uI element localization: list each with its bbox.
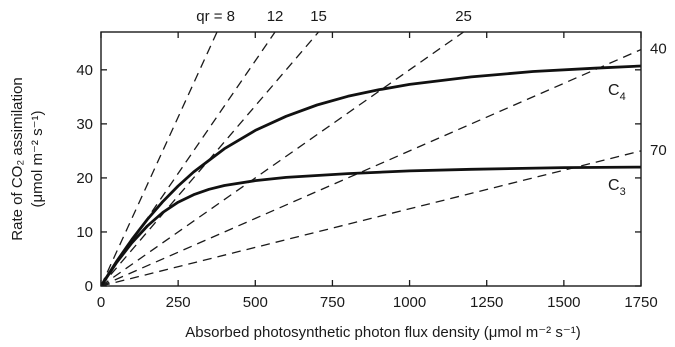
x-tick-label: 1000: [393, 294, 426, 311]
labels: qr = 8 12 15 25 40 70 C4 C3 Absorbed photosynthe…: [9, 8, 667, 341]
x-tick-label: 750: [320, 294, 345, 311]
qr-label-40: 40: [650, 41, 667, 58]
x-tick-label: 0: [97, 294, 105, 311]
x-tick-label: 1250: [470, 294, 503, 311]
plot-frame: [100, 31, 642, 287]
x-tick-label: 500: [243, 294, 268, 311]
qr-line-8: [101, 32, 218, 286]
y-tick-label: 0: [85, 278, 93, 295]
qr-label-70: 70: [650, 142, 667, 159]
plot-lines: [101, 32, 641, 286]
x-axis-title: Absorbed photosynthetic photon flux dens…: [185, 324, 581, 341]
y-tick-label: 10: [76, 224, 93, 241]
y-axis-title: Rate of CO₂ assimilation: [9, 77, 26, 240]
curve-c4: [101, 64, 641, 286]
qr-label-12: 12: [267, 8, 284, 25]
y-axis-units: (μmol m⁻² s⁻¹): [29, 111, 46, 208]
x-tick-label: 1500: [547, 294, 580, 311]
y-tick-label: 20: [76, 170, 93, 187]
x-tick-label: 1750: [624, 294, 657, 311]
y-tick-label: 40: [76, 62, 93, 79]
y-tick-label: 30: [76, 116, 93, 133]
qr-line-70: [101, 150, 641, 286]
series-label-c4: C4: [608, 82, 626, 103]
qr-label-25: 25: [455, 8, 472, 25]
qr-label-15: 15: [310, 8, 327, 25]
series-label-c3: C3: [608, 177, 626, 198]
qr-line-25: [101, 32, 464, 286]
x-tick-label: 250: [166, 294, 191, 311]
axes: 0 250 500 750 1000 1250 1500 1750 0 10 20 30 40: [76, 31, 658, 311]
qr-line-40: [101, 48, 641, 286]
qr-label-8: qr = 8: [196, 8, 235, 25]
curve-c3: [101, 165, 641, 286]
